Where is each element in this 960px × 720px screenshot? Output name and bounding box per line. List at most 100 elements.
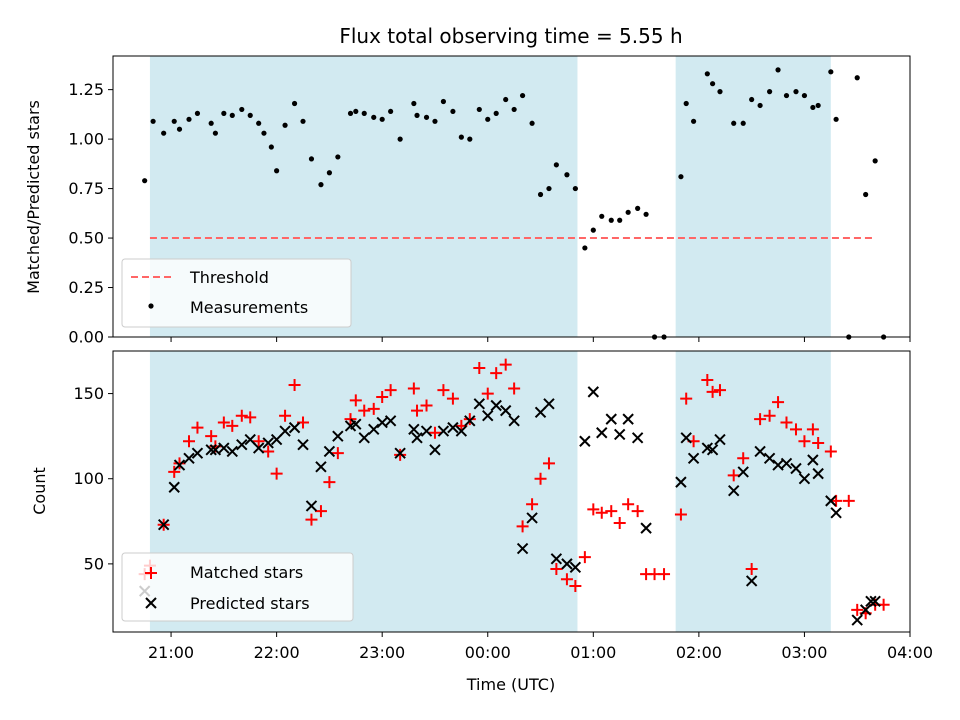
measurement-point: [775, 67, 781, 73]
predicted-star-point: [420, 425, 433, 437]
measurement-point: [625, 209, 631, 215]
matched-star-point: [252, 435, 265, 448]
measurement-point: [208, 120, 214, 126]
matched-star-point: [542, 457, 555, 470]
matched-star-point: [331, 447, 344, 460]
predicted-star-point: [706, 444, 719, 456]
measurement-point: [371, 114, 377, 120]
matched-star-point: [305, 513, 318, 526]
predicted-star-point: [168, 481, 180, 493]
predicted-star-point: [332, 430, 344, 442]
measurement-point: [529, 120, 535, 126]
matched-star-point: [631, 505, 644, 518]
predicted-star-point: [825, 495, 837, 507]
measurement-point: [335, 154, 341, 160]
predicted-star-point: [157, 519, 170, 531]
predicted-star-point: [384, 415, 397, 427]
matched-star-point: [270, 467, 283, 480]
predicted-star-point: [376, 416, 388, 429]
measurement-point: [432, 118, 438, 124]
measurement-point: [872, 158, 878, 164]
measurement-point: [537, 191, 544, 198]
matched-star-point: [534, 472, 547, 485]
measurement-point: [423, 114, 430, 120]
measurement-point: [186, 116, 192, 122]
legend-matched-swatch: [145, 567, 157, 579]
y-tick-label: 1.00: [68, 130, 104, 149]
measurement-point: [757, 102, 763, 109]
measurement-point: [485, 116, 491, 122]
matched-star-point: [713, 384, 726, 397]
matched-star-point: [812, 436, 825, 449]
measurement-point: [683, 100, 689, 107]
measurement-point: [440, 98, 447, 105]
measurement-point: [678, 174, 684, 180]
predicted-star-point: [772, 459, 784, 471]
predicted-star-point: [516, 542, 529, 555]
bottom-y-axis-ticks: 50 100 150: [73, 384, 113, 573]
observing-window-2: [675, 56, 831, 337]
bottom-y-axis-label: Count: [30, 467, 49, 515]
matched-star-point: [173, 457, 186, 470]
y-tick-label: 100: [73, 469, 104, 488]
predicted-star-point: [561, 558, 573, 570]
predicted-star-point: [859, 604, 872, 616]
measurement-point: [282, 122, 288, 128]
predicted-star-point: [508, 415, 520, 427]
predicted-star-point: [579, 435, 591, 447]
predicted-star-point: [315, 461, 327, 473]
matched-star-point: [288, 379, 301, 392]
predicted-star-point: [543, 398, 555, 410]
measurement-point: [599, 213, 605, 219]
measurement-point: [239, 106, 245, 113]
matched-star-point: [235, 409, 248, 422]
predicted-star-point: [191, 447, 204, 459]
predicted-star-point: [490, 399, 502, 412]
predicted-star-point: [745, 575, 758, 587]
measurement-point: [221, 110, 227, 116]
measurement-point: [564, 172, 570, 178]
measurement-point: [150, 118, 156, 124]
predicted-star-point: [622, 413, 634, 425]
measurement-point: [300, 118, 306, 124]
predicted-star-point: [218, 442, 230, 454]
measurement-point: [854, 75, 860, 81]
predicted-star-point: [605, 413, 617, 425]
predicted-star-point: [763, 452, 776, 464]
predicted-star-point: [869, 595, 881, 608]
predicted-star-point: [587, 386, 600, 398]
predicted-star-point: [830, 507, 842, 519]
matched-star-point: [569, 580, 582, 593]
matched-star-point: [411, 404, 424, 417]
measurement-point: [326, 170, 333, 176]
matched-star-point: [226, 419, 239, 432]
matched-star-point: [622, 498, 635, 511]
matched-star-point: [323, 476, 336, 489]
predicted-star-point: [437, 425, 450, 437]
matched-star-point: [851, 603, 864, 616]
predicted-star-point: [411, 432, 423, 444]
predicted-star-point: [279, 425, 291, 437]
top-y-axis-ticks: 0.00 0.25 0.50 0.75 1.00 1.25: [68, 80, 113, 347]
predicted-star-point: [473, 398, 486, 410]
predicted-star-point: [812, 467, 824, 480]
matched-star-point: [780, 416, 793, 429]
measurement-point: [268, 144, 274, 150]
matched-star-point: [358, 404, 371, 417]
matched-star-point: [437, 384, 450, 397]
measurement-point: [176, 126, 183, 132]
predicted-star-point: [173, 459, 186, 471]
chart-title: Flux total observing time = 5.55 h: [339, 24, 682, 48]
measurement-point: [379, 116, 385, 122]
measurement-point: [553, 162, 559, 168]
predicted-star-point: [350, 418, 362, 430]
measurement-point: [414, 112, 420, 118]
predicted-star-point: [226, 445, 238, 458]
predicted-star-point: [288, 421, 301, 434]
measurement-point: [546, 185, 552, 192]
matched-star-point: [499, 358, 512, 371]
matched-star-point: [605, 505, 618, 518]
predicted-star-point: [394, 447, 406, 459]
measurement-point: [717, 89, 723, 95]
predicted-star-point: [244, 433, 256, 446]
